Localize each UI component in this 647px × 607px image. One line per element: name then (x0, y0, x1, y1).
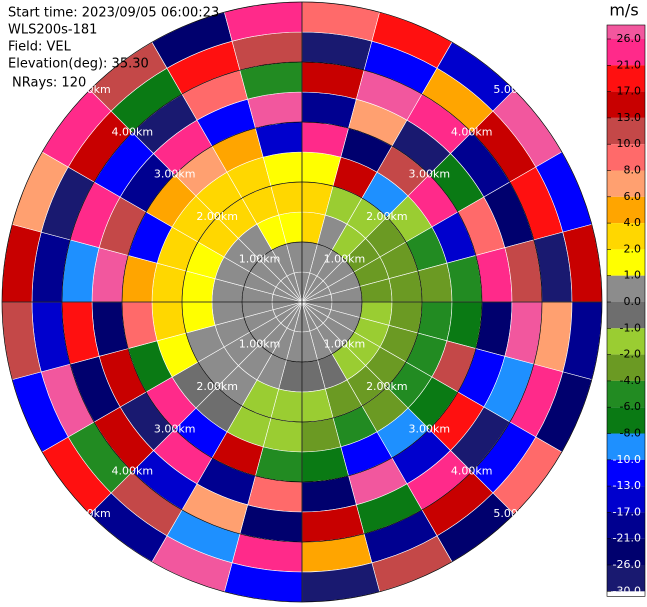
range-ring-label: 4.00km (112, 465, 154, 478)
range-ring-label: 3.00km (408, 422, 450, 435)
colorbar-label: 4.0 (624, 216, 642, 229)
range-ring-label: 4.00km (112, 125, 154, 138)
colorbar-label: 0.0 (624, 295, 642, 308)
colorbar-label: 10.0 (617, 137, 642, 150)
colorbar-swatch (607, 91, 645, 118)
range-ring-label: 5.00km (493, 507, 535, 520)
colorbar-swatch (607, 196, 645, 224)
colorbar-swatch (607, 144, 645, 171)
range-ring-label: 3.00km (154, 168, 196, 181)
colorbar-label: 17.0 (617, 85, 642, 98)
header: Start time: 2023/09/05 06:00:23 WLS200s-1… (8, 6, 219, 91)
range-ring-label: 2.00km (366, 210, 408, 223)
velocity-cell (255, 121, 303, 158)
range-ring (181, 181, 423, 423)
range-ring-label: 1.00km (239, 253, 281, 266)
range-ring-label: 3.00km (408, 168, 450, 181)
range-ring-label: 4.00km (451, 125, 493, 138)
velocity-cell (446, 301, 483, 349)
velocity-cell (446, 255, 483, 303)
colorbar-swatch (607, 328, 645, 355)
range-ring-label: 5.00km (69, 83, 111, 96)
colorbar-label: -21.0 (613, 532, 641, 545)
colorbar-label: 13.0 (617, 111, 642, 124)
range-ring (1, 1, 603, 603)
colorbar-label: -4.0 (620, 374, 641, 387)
header-line: WLS200s-181 (8, 23, 97, 38)
colorbar-swatch (607, 459, 645, 487)
header-line: Start time: 2023/09/05 06:00:23 (8, 6, 219, 21)
range-ring-label: 2.00km (196, 210, 238, 223)
colorbar-swatch (607, 565, 645, 592)
colorbar-label: 21.0 (617, 58, 642, 71)
range-ring (61, 61, 543, 543)
colorbar-swatch (607, 25, 645, 39)
colorbar-swatch (607, 117, 645, 145)
colorbar-label: -30.0 (613, 584, 641, 597)
colorbar-label: 6.0 (624, 190, 642, 203)
colorbar-label: -26.0 (613, 558, 641, 571)
velocity-cell (121, 301, 158, 349)
range-ring-label: 4.00km (451, 465, 493, 478)
range-ring (121, 121, 483, 483)
velocity-cell (121, 255, 158, 303)
colorbar-swatch (607, 302, 645, 329)
plot-area: 1.00km 1.00km 1.00km 1.00km 2.00km 2.00km 2.00… (1, 1, 603, 603)
range-ring-label: 3.00km (154, 422, 196, 435)
range-ring-label: 1.00km (324, 337, 366, 350)
colorbar-label: 2.0 (624, 242, 642, 255)
colorbar-label: -6.0 (620, 400, 641, 413)
colorbar-swatch (607, 380, 645, 408)
colorbar-swatch (607, 170, 645, 197)
colorbar-label: -17.0 (613, 505, 641, 518)
velocity-cell (301, 121, 349, 158)
colorbar-label: -2.0 (620, 348, 641, 361)
range-ring-label: 5.00km (69, 507, 111, 520)
colorbar-label: -13.0 (613, 479, 641, 492)
colorbar: 26.0 21.0 17.0 13.0 10.0 8.0 6.0 4.0 2.0 1.0 0.0 -1… (606, 1, 646, 597)
header-line: NRays: 120 (12, 76, 86, 91)
colorbar-swatch (607, 433, 645, 460)
colorbar-label: -8.0 (620, 427, 641, 440)
range-ring-label: 1.00km (324, 253, 366, 266)
colorbar-swatch (607, 486, 645, 513)
colorbar-swatch (607, 39, 645, 66)
colorbar-swatch (607, 407, 645, 434)
colorbar-swatch (607, 249, 645, 276)
colorbar-label: 8.0 (624, 164, 642, 177)
range-ring-label: 5.00km (493, 83, 535, 96)
colorbar-title: m/s (609, 1, 638, 20)
colorbar-label: -10.0 (613, 453, 641, 466)
range-ring-label: 2.00km (196, 380, 238, 393)
range-ring-label: 2.00km (366, 380, 408, 393)
colorbar-label: 1.0 (624, 269, 642, 282)
velocity-cell (255, 446, 303, 483)
colorbar-swatch (607, 512, 645, 539)
colorbar-swatch (607, 275, 645, 302)
colorbar-label: 26.0 (617, 32, 642, 45)
colorbar-label: -1.0 (620, 321, 641, 334)
header-line: Elevation(deg): 35.30 (8, 57, 149, 72)
colorbar-swatch (607, 223, 645, 250)
header-line: Field: VEL (8, 40, 72, 55)
colorbar-swatch (607, 354, 645, 381)
colorbar-swatch (607, 538, 645, 565)
range-ring-label: 1.00km (239, 337, 281, 350)
colorbar-frame (606, 24, 646, 597)
range-ring (241, 241, 363, 363)
colorbar-swatch (607, 65, 645, 92)
velocity-cell (301, 446, 349, 483)
